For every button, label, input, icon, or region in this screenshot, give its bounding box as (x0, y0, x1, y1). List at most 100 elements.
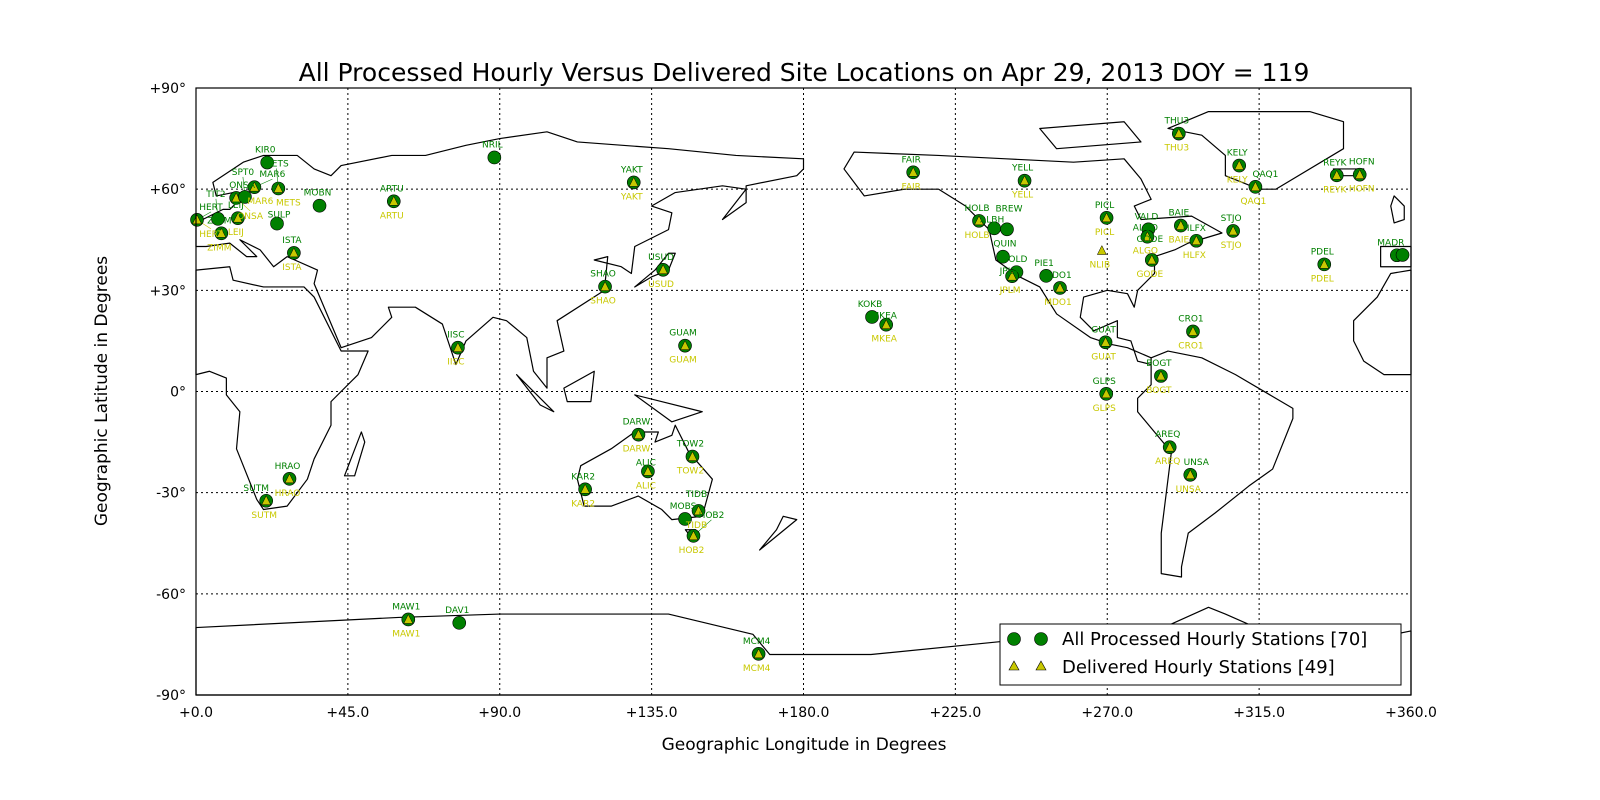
delivered-station-marker (580, 483, 591, 494)
processed-station-marker (487, 150, 502, 165)
processed-station-label: MCM4 (743, 637, 771, 647)
processed-station-label: TIT2 (205, 190, 225, 200)
processed-station-marker (1395, 248, 1410, 262)
processed-station-label: ALIC (636, 458, 656, 468)
delivered-station-label: HOLB (964, 231, 989, 241)
processed-station-label: DARW (623, 418, 651, 428)
x-tick-label: +360.0 (1385, 705, 1437, 721)
delivered-station-label: METS (276, 198, 301, 208)
delivered-station-label: KELY (1227, 176, 1248, 186)
processed-station-label: MDO1 (1044, 271, 1072, 281)
delivered-station-marker (687, 451, 698, 461)
delivered-station-marker (192, 214, 202, 225)
delivered-station-label: ARTU (380, 211, 404, 221)
delivered-station-marker (288, 247, 299, 258)
delivered-station-label: YELL (1011, 191, 1033, 201)
delivered-station-marker (1173, 127, 1184, 138)
chart-title: All Processed Hourly Versus Delivered Si… (299, 58, 1310, 87)
delivered-station-label: STJO (1221, 241, 1242, 251)
processed-station-label: CRO1 (1178, 314, 1203, 324)
coastline (759, 515, 798, 551)
delivered-station-label: UNSA (1176, 485, 1202, 495)
delivered-station-label: GLPS (1093, 404, 1116, 414)
processed-station-marker (312, 198, 327, 213)
delivered-station-marker (633, 429, 644, 439)
processed-station-marker (238, 190, 252, 204)
legend-circle-marker (1034, 632, 1048, 646)
delivered-station-label: IISC (447, 358, 464, 368)
delivered-station-marker (1100, 336, 1111, 347)
delivered-station-marker (261, 495, 272, 506)
processed-station-label: MAW1 (392, 602, 420, 612)
delivered-station-label: DARW (623, 445, 651, 455)
delivered-station-label: ALIC (636, 481, 656, 491)
delivered-station-label: MAW1 (392, 629, 420, 639)
processed-station-label: KIR0 (255, 146, 276, 156)
delivered-station-marker (232, 212, 243, 223)
delivered-station-label: ZIMM (207, 243, 231, 253)
processed-station-label: MAR6 (259, 170, 285, 180)
delivered-station-marker (388, 195, 399, 206)
processed-station-label: TOW2 (676, 440, 704, 450)
processed-station-label: QAQ1 (1252, 170, 1278, 180)
processed-station-label: ALGO (1133, 224, 1158, 234)
delivered-station-marker (1019, 175, 1030, 185)
delivered-station-label: ONSA (237, 212, 264, 222)
plot-frame (195, 87, 1412, 696)
processed-station-label: VALD (1135, 212, 1159, 222)
delivered-station-label: BOGT (1146, 386, 1172, 396)
delivered-station-marker (1164, 441, 1175, 452)
processed-station-label: METS (264, 159, 289, 169)
processed-station-label: DAV1 (445, 606, 469, 616)
coastline (1353, 269, 1412, 376)
station-markers (190, 126, 1410, 661)
processed-station-label: HLFX (1183, 224, 1206, 234)
delivered-station-marker (452, 342, 463, 352)
coastline (634, 252, 676, 288)
processed-station-marker (1039, 269, 1053, 283)
processed-station-label: MOBN (304, 189, 332, 199)
legend-triangle-marker (1008, 660, 1020, 671)
coastline (343, 431, 366, 477)
delivered-station-marker (643, 465, 653, 476)
processed-station-label: MADR (1377, 238, 1404, 248)
processed-station-marker (260, 155, 275, 170)
processed-station-label: HRAO (275, 462, 301, 472)
processed-station-label: ZIMM (207, 216, 231, 226)
x-tick-label: +90.0 (478, 705, 521, 721)
y-tick-label: +60° (149, 182, 186, 198)
delivered-station-label: CRO1 (1178, 341, 1203, 351)
delivered-station-label: TOW2 (676, 467, 704, 477)
delivered-station-marker (658, 264, 669, 275)
processed-station-label: USUD (648, 253, 674, 263)
processed-station-label: ALBH (980, 215, 1004, 225)
processed-station-label: MOBS (670, 502, 697, 512)
x-tick-label: +225.0 (929, 705, 981, 721)
processed-station-marker (270, 216, 284, 231)
delivered-station-marker (1319, 258, 1330, 269)
processed-station-label: KAR2 (571, 472, 595, 482)
coastline (563, 370, 595, 403)
processed-station-label: YELL (1011, 164, 1033, 174)
processed-station-label: STJO (1221, 214, 1242, 224)
axis-ticks: +0.0 +45.0 +90.0 +135.0 +180.0 +225.0 +270.0 +3… (149, 81, 1436, 721)
processed-station-label: YAKT (620, 165, 643, 175)
processed-station-label: FAIR (901, 155, 920, 165)
delivered-station-marker (1228, 225, 1239, 236)
delivered-station-marker (600, 281, 610, 291)
delivered-station-marker (1142, 231, 1153, 241)
delivered-station-label: GODE (1136, 270, 1163, 280)
processed-station-label: THU3 (1164, 117, 1190, 127)
processed-station-label: IISC (447, 331, 464, 341)
processed-station-label: AREQ (1155, 430, 1180, 440)
delivered-station-marker (908, 166, 919, 177)
delivered-station-marker (1055, 282, 1065, 293)
processed-station-label: HOB2 (699, 511, 725, 521)
delivered-station-label: THU3 (1164, 144, 1190, 154)
delivered-station-marker (284, 473, 295, 484)
delivered-station-label: REYK (1323, 185, 1347, 195)
delivered-station-label: NLIB (1090, 261, 1111, 271)
delivered-station-marker (1191, 235, 1202, 246)
delivered-station-marker (688, 530, 699, 541)
processed-station-label: BOGT (1146, 359, 1172, 369)
